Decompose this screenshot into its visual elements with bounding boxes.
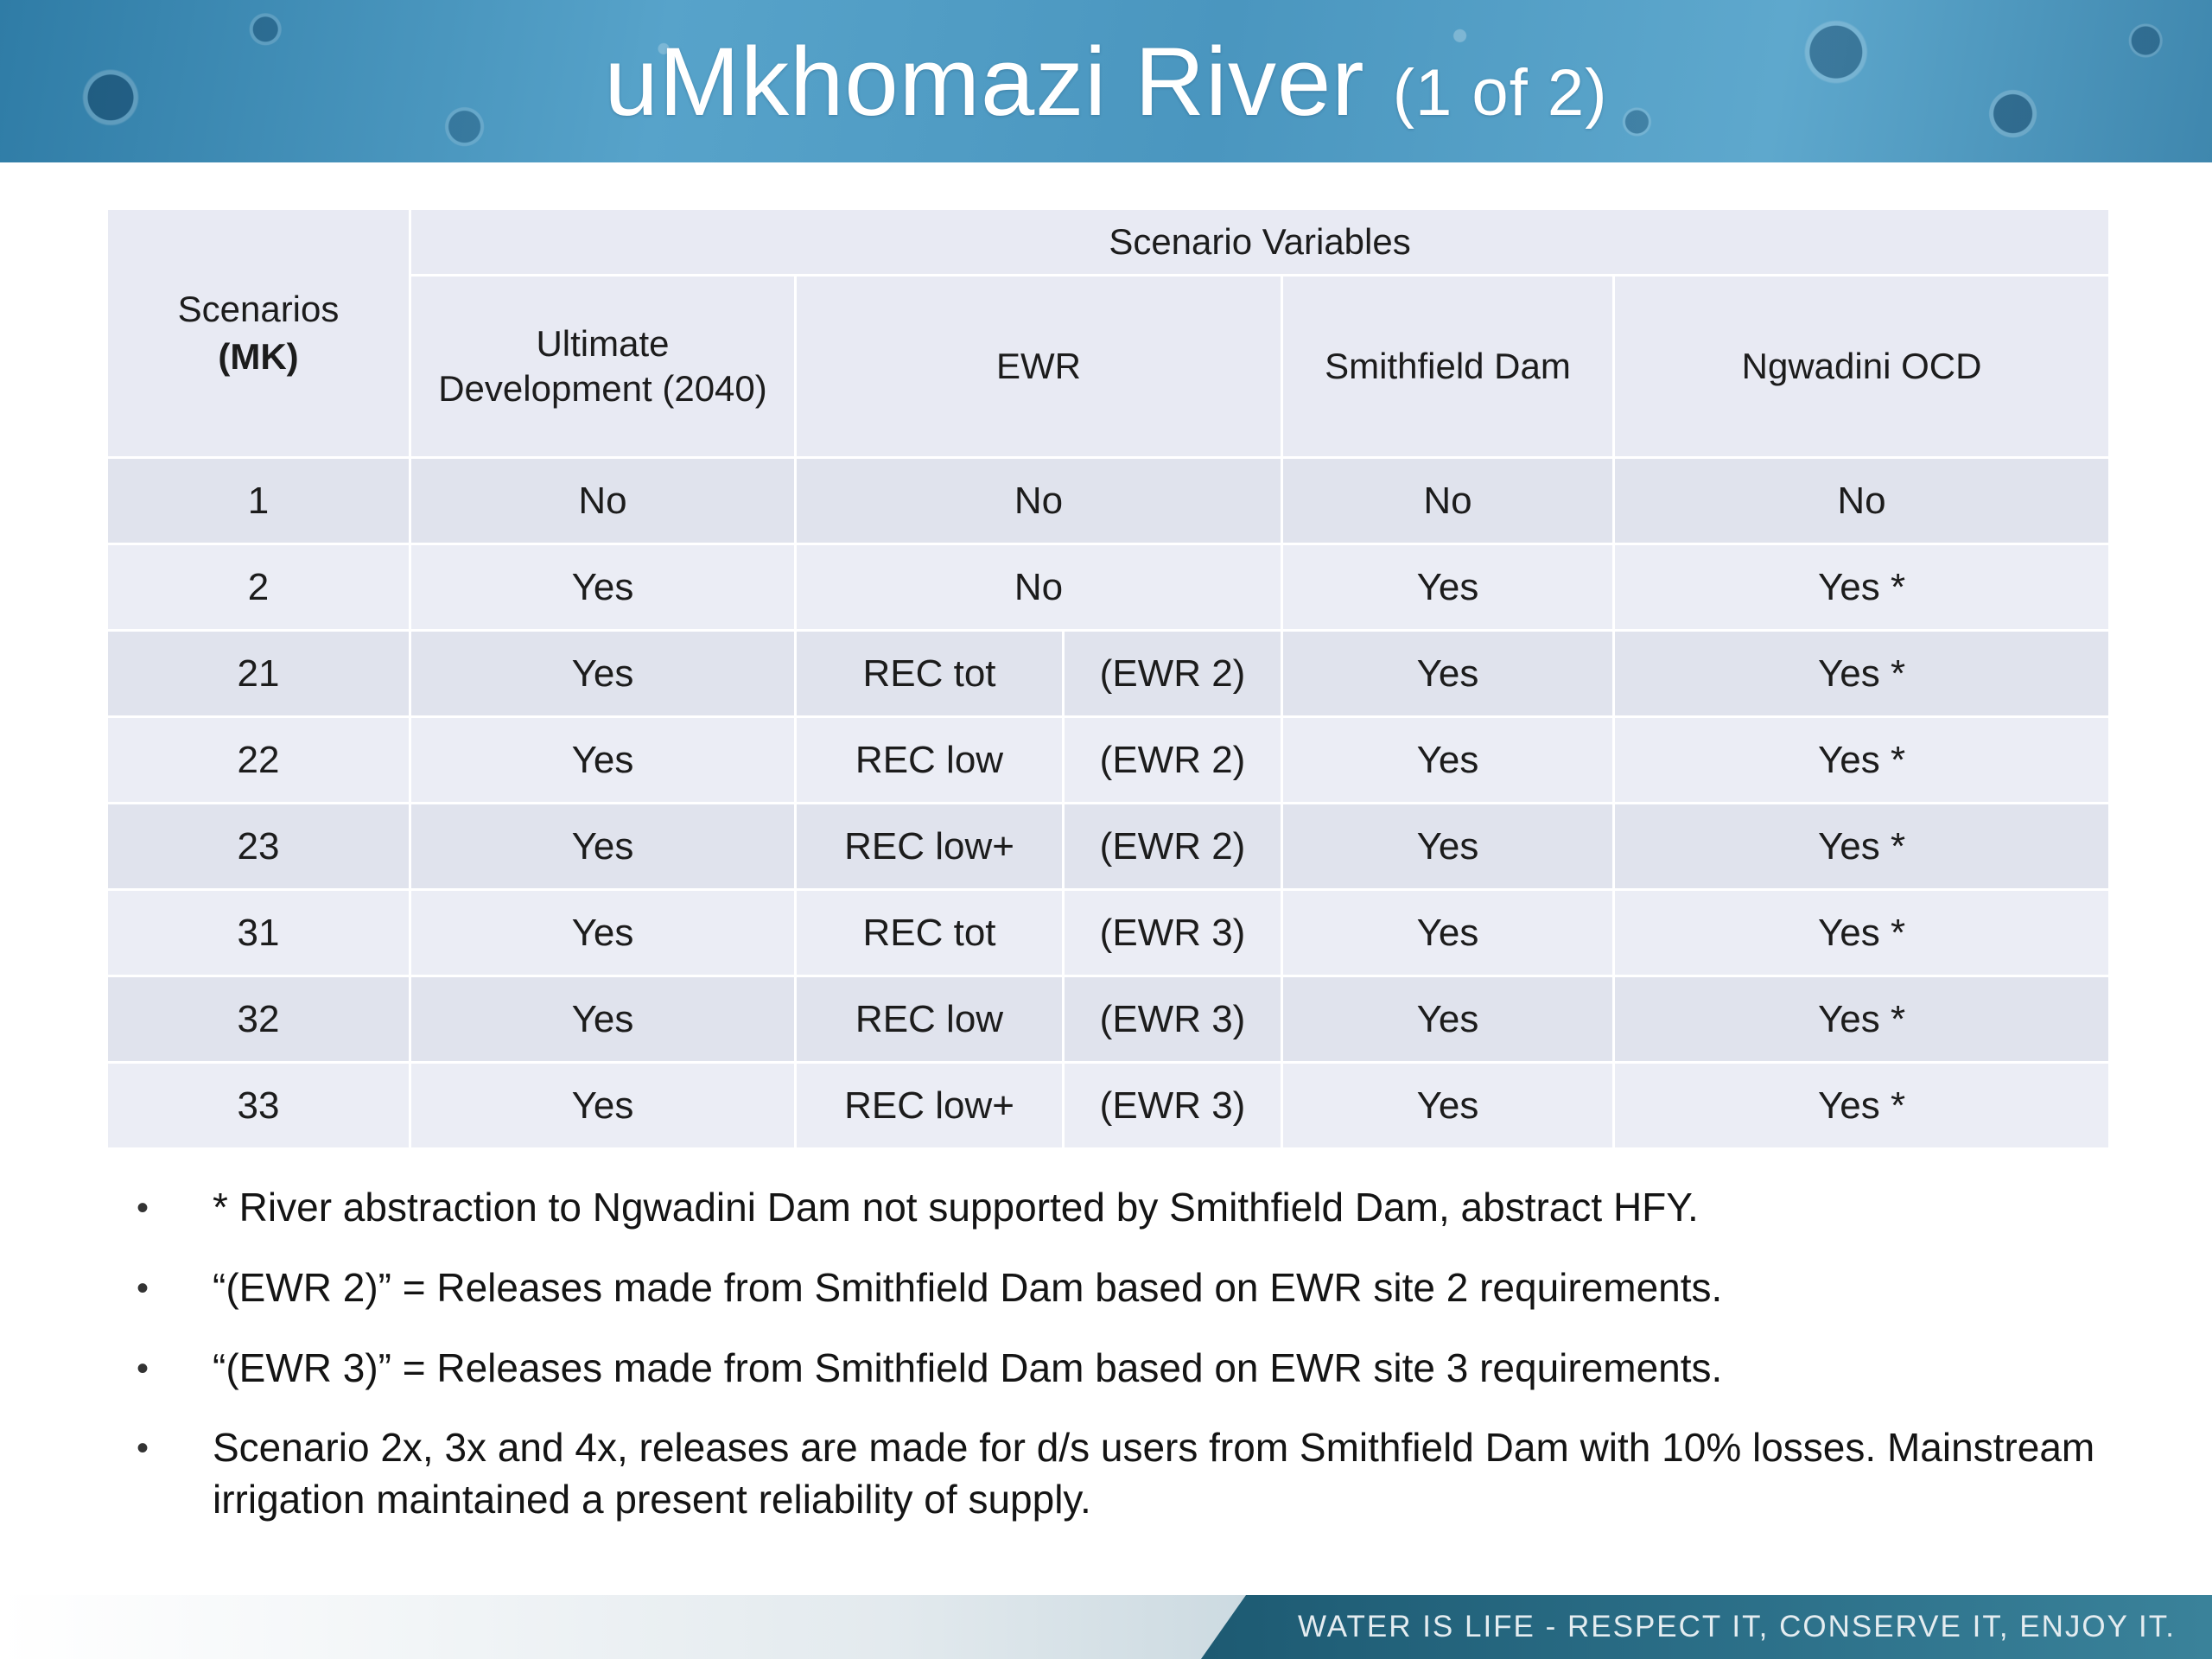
cell-ultimate: Yes: [409, 975, 797, 1064]
cell-ngwadini: Yes *: [1611, 543, 2112, 632]
cell-ewr-site: (EWR 2): [1062, 629, 1283, 718]
header-ultimate-development: Ultimate Development (2040): [409, 274, 797, 459]
table-row: 22 Yes REC low (EWR 2) Yes Yes *: [105, 715, 2112, 804]
cell-ewr-rec: REC low: [794, 715, 1065, 804]
cell-ngwadini: Yes *: [1611, 802, 2112, 891]
note-text: “(EWR 3)” = Releases made from Smithfiel…: [213, 1344, 1723, 1390]
cell-ultimate: Yes: [409, 715, 797, 804]
cell-ngwadini: Yes *: [1611, 975, 2112, 1064]
cell-ewr-site: (EWR 2): [1062, 715, 1283, 804]
cell-ewr-rec: REC low+: [794, 802, 1065, 891]
cell-scenario-id: 23: [105, 802, 411, 891]
note-text: * River abstraction to Ngwadini Dam not …: [213, 1185, 1699, 1230]
cell-ngwadini: No: [1611, 456, 2112, 545]
cell-ewr: No: [794, 543, 1283, 632]
cell-scenario-id: 32: [105, 975, 411, 1064]
table-row: 31 Yes REC tot (EWR 3) Yes Yes *: [105, 888, 2112, 977]
slide-title: uMkhomazi River (1 of 2): [605, 26, 1608, 137]
table-row: 2 Yes No Yes Yes *: [105, 543, 2112, 632]
slide-title-text: uMkhomazi River: [604, 27, 1365, 136]
cell-ultimate: Yes: [409, 888, 797, 977]
cell-smithfield: Yes: [1281, 802, 1615, 891]
cell-scenario-id: 22: [105, 715, 411, 804]
cell-smithfield: Yes: [1281, 888, 1615, 977]
cell-ewr-site: (EWR 3): [1062, 888, 1283, 977]
cell-smithfield: Yes: [1281, 1061, 1615, 1150]
note-text: “(EWR 2)” = Releases made from Smithfiel…: [213, 1264, 1723, 1310]
header-ewr: EWR: [794, 274, 1283, 459]
cell-ewr-rec: REC tot: [794, 629, 1065, 718]
note-text: Scenario 2x, 3x and 4x, releases are mad…: [213, 1425, 2095, 1522]
cell-ewr-rec: REC low: [794, 975, 1065, 1064]
cell-scenario-id: 21: [105, 629, 411, 718]
cell-smithfield: Yes: [1281, 543, 1615, 632]
cell-smithfield: Yes: [1281, 975, 1615, 1064]
cell-scenario-id: 2: [105, 543, 411, 632]
scenario-table: Scenarios (MK) Scenario Variables Ultima…: [105, 207, 2112, 1150]
header-scenarios: Scenarios (MK): [105, 207, 411, 459]
cell-ultimate: Yes: [409, 802, 797, 891]
table-row: 33 Yes REC low+ (EWR 3) Yes Yes *: [105, 1061, 2112, 1150]
table-row: 23 Yes REC low+ (EWR 2) Yes Yes *: [105, 802, 2112, 891]
cell-ngwadini: Yes *: [1611, 629, 2112, 718]
table-row: 1 No No No No: [105, 456, 2112, 545]
bullet-icon: •: [137, 1429, 149, 1468]
cell-ultimate: Yes: [409, 543, 797, 632]
cell-ewr-site: (EWR 2): [1062, 802, 1283, 891]
cell-ultimate: Yes: [409, 629, 797, 718]
list-item: • * River abstraction to Ngwadini Dam no…: [137, 1182, 2108, 1234]
header-scenarios-line1: Scenarios: [177, 288, 340, 329]
table-header-group-row: Scenarios (MK) Scenario Variables: [105, 207, 2112, 459]
table-header-columns-row: Ultimate Development (2040) EWR Smithfie…: [107, 274, 2112, 459]
cell-ewr-rec: REC tot: [794, 888, 1065, 977]
bullet-icon: •: [137, 1189, 149, 1227]
cell-ngwadini: Yes *: [1611, 888, 2112, 977]
bullet-icon: •: [137, 1268, 149, 1307]
cell-ewr-site: (EWR 3): [1062, 1061, 1283, 1150]
cell-ewr: No: [794, 456, 1283, 545]
list-item: • Scenario 2x, 3x and 4x, releases are m…: [137, 1422, 2108, 1526]
cell-ewr-site: (EWR 3): [1062, 975, 1283, 1064]
table-row: 21 Yes REC tot (EWR 2) Yes Yes *: [105, 629, 2112, 718]
header-scenarios-line2: (MK): [218, 335, 299, 377]
cell-scenario-id: 1: [105, 456, 411, 545]
cell-scenario-id: 33: [105, 1061, 411, 1150]
cell-smithfield: No: [1281, 456, 1615, 545]
header-smithfield-dam: Smithfield Dam: [1281, 274, 1615, 459]
header-scenario-variables: Scenario Variables: [408, 207, 2112, 276]
cell-ewr-rec: REC low+: [794, 1061, 1065, 1150]
cell-scenario-id: 31: [105, 888, 411, 977]
bullet-icon: •: [137, 1349, 149, 1388]
cell-ultimate: No: [409, 456, 797, 545]
cell-ngwadini: Yes *: [1611, 1061, 2112, 1150]
cell-ultimate: Yes: [409, 1061, 797, 1150]
footer-slogan: WATER IS LIFE - RESPECT IT, CONSERVE IT,…: [1201, 1595, 2212, 1659]
footer-bar: WATER IS LIFE - RESPECT IT, CONSERVE IT,…: [0, 1595, 2212, 1659]
table-row: 32 Yes REC low (EWR 3) Yes Yes *: [105, 975, 2112, 1064]
scenario-table-container: Scenarios (MK) Scenario Variables Ultima…: [105, 207, 2112, 1150]
cell-ngwadini: Yes *: [1611, 715, 2112, 804]
list-item: • “(EWR 2)” = Releases made from Smithfi…: [137, 1262, 2108, 1314]
header-ngwadini-ocd: Ngwadini OCD: [1611, 274, 2112, 459]
title-banner: uMkhomazi River (1 of 2): [0, 0, 2212, 162]
slide-title-suffix: (1 of 2): [1392, 55, 1608, 130]
cell-smithfield: Yes: [1281, 629, 1615, 718]
notes-list: • * River abstraction to Ngwadini Dam no…: [137, 1182, 2108, 1554]
list-item: • “(EWR 3)” = Releases made from Smithfi…: [137, 1343, 2108, 1395]
cell-smithfield: Yes: [1281, 715, 1615, 804]
